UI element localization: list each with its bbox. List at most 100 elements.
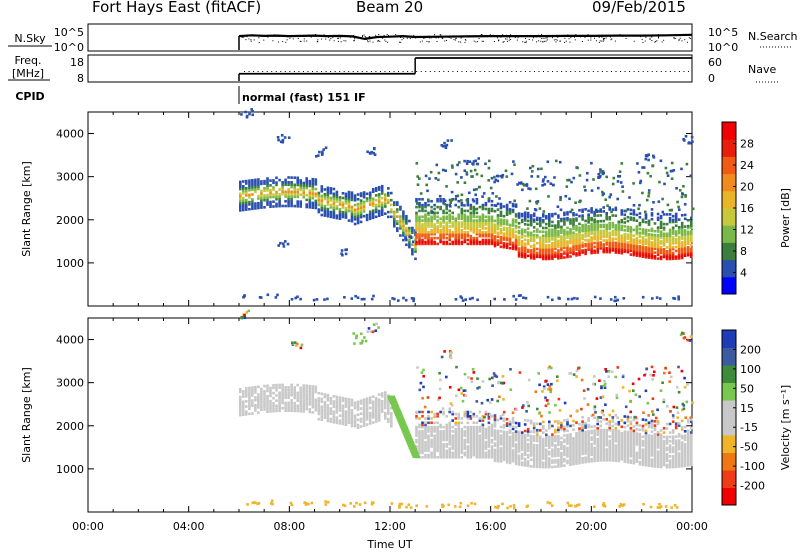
- velocity-layer-cell: [445, 445, 448, 448]
- power-scatter-cell: [537, 167, 540, 171]
- velocity-layer-cell: [466, 427, 470, 431]
- velocity-layer-cell: [650, 464, 654, 468]
- power-layer-cell: [687, 252, 690, 255]
- velocity-layer-cell: [590, 459, 593, 463]
- power-layer-cell: [563, 234, 566, 238]
- power-ground-echo: [276, 293, 279, 297]
- velocity-band-cell: [387, 407, 390, 410]
- power-layer-cell: [511, 210, 515, 214]
- velocity-band-cell: [296, 396, 299, 400]
- power-top-echo: [647, 158, 650, 162]
- power-layer-cell: [451, 234, 454, 238]
- power-layer-cell: [590, 218, 593, 222]
- power-layer-cell: [623, 236, 627, 240]
- power-band-cell: [414, 245, 417, 249]
- velocity-layer-cell: [439, 456, 442, 459]
- power-layer-cell: [647, 248, 651, 252]
- nsky-noise-dot: [663, 39, 665, 41]
- velocity-band-cell: [362, 424, 366, 427]
- power-layer-cell: [656, 241, 660, 245]
- power-layer-cell: [505, 227, 509, 230]
- power-layer-cell: [481, 242, 485, 246]
- velocity-band-cell: [350, 419, 354, 422]
- power-band-cell: [323, 211, 327, 215]
- power-layer-cell: [451, 232, 454, 236]
- power-layer-cell: [611, 208, 615, 211]
- velocity-layer-cell: [493, 455, 497, 458]
- power-top-echo: [320, 153, 324, 156]
- velocity-band-cell: [350, 401, 354, 404]
- power-band-cell: [365, 218, 369, 222]
- velocity-layer-cell: [602, 452, 605, 456]
- power-band-cell: [275, 183, 278, 187]
- power-layer-cell: [662, 234, 666, 237]
- velocity-layer-cell: [656, 441, 660, 445]
- velocity-layer-cell: [572, 460, 575, 464]
- power-band-cell: [405, 222, 408, 225]
- velocity-layer-cell: [668, 448, 672, 452]
- power-top-echo: [682, 138, 685, 141]
- nsky-noise-dot: [315, 34, 317, 36]
- velocity-band-cell: [293, 394, 296, 397]
- power-band-cell: [396, 222, 399, 225]
- power-layer-cell: [563, 213, 566, 217]
- power-layer-cell: [608, 231, 611, 235]
- power-layer-cell: [536, 234, 539, 237]
- velocity-band-cell: [374, 415, 378, 418]
- velocity-band-cell: [387, 402, 390, 405]
- velocity-layer-cell: [457, 451, 460, 455]
- power-layer-cell: [505, 234, 509, 238]
- power-band-cell: [344, 194, 348, 198]
- power-layer-cell: [499, 241, 503, 245]
- power-layer-cell: [548, 228, 551, 232]
- power-band-cell: [248, 207, 251, 211]
- velocity-layer-cell: [529, 458, 533, 462]
- velocity-layer-cell: [487, 456, 491, 459]
- velocity-layer-cell: [578, 435, 581, 439]
- power-layer-cell: [662, 222, 666, 226]
- velocity-layer-cell: [502, 423, 506, 427]
- velocity-layer-cell: [605, 443, 608, 447]
- velocity-layer-cell: [502, 432, 506, 436]
- nave-dot: [402, 71, 404, 72]
- velocity-band-cell: [326, 396, 330, 399]
- power-band-cell: [329, 199, 333, 202]
- power-layer-cell: [690, 230, 693, 233]
- velocity-band-cell: [296, 391, 299, 395]
- power-band-cell: [278, 188, 281, 191]
- velocity-layer-cell: [508, 442, 512, 445]
- power-scatter-cell: [513, 163, 516, 166]
- power-top-echo: [546, 180, 550, 183]
- power-layer-cell: [427, 236, 430, 240]
- velocity-band-cell: [272, 386, 275, 390]
- power-band-cell: [402, 234, 405, 237]
- velocity-band-cell: [290, 399, 293, 402]
- power-layer-cell: [572, 227, 575, 231]
- velocity-band-cell: [390, 422, 393, 425]
- nsky-noise-dot: [453, 39, 455, 41]
- velocity-layer-cell: [472, 438, 476, 442]
- power-band-cell: [287, 176, 290, 179]
- power-layer-cell: [460, 225, 464, 228]
- velocity-layer-cell: [427, 427, 430, 431]
- power-layer-cell: [529, 239, 533, 242]
- power-low-echo: [408, 235, 411, 239]
- power-scatter-cell: [574, 201, 577, 204]
- power-layer-cell: [599, 231, 602, 235]
- velocity-band-cell: [387, 409, 390, 413]
- power-layer-cell: [421, 215, 424, 219]
- velocity-layer-cell: [532, 439, 536, 442]
- power-layer-cell: [596, 233, 599, 237]
- power-layer-cell: [445, 232, 448, 236]
- velocity-layer-cell: [623, 451, 627, 455]
- power-band-cell: [390, 215, 393, 219]
- velocity-band-cell: [387, 399, 390, 403]
- power-scatter-cell: [641, 191, 644, 195]
- power-layer-cell: [520, 232, 524, 235]
- velocity-layer-cell: [671, 465, 675, 469]
- power-top-echo: [444, 146, 448, 150]
- velocity-band-cell: [302, 407, 305, 411]
- power-layer-cell: [505, 203, 509, 207]
- power-layer-cell: [554, 224, 557, 227]
- nsky-noise-dot: [568, 38, 570, 40]
